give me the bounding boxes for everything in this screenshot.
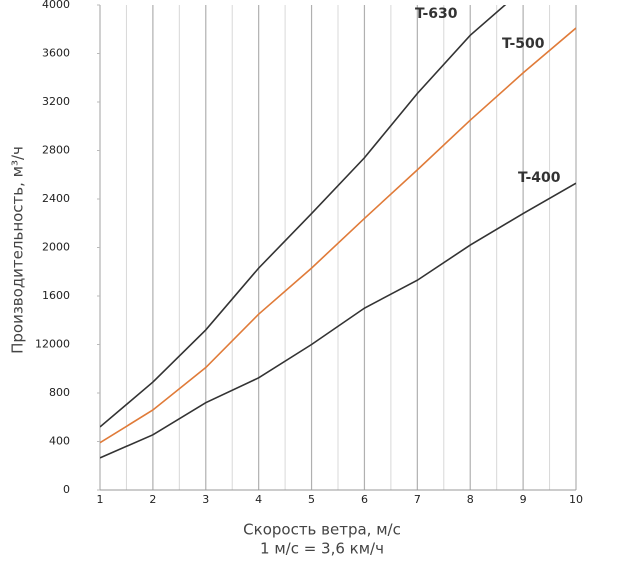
x-tick-label: 3 bbox=[202, 493, 209, 506]
y-tick-label: 2400 bbox=[42, 192, 70, 205]
x-axis-title: Скорость ветра, м/с bbox=[243, 521, 401, 539]
series-line bbox=[100, 5, 507, 428]
y-tick-label: 400 bbox=[49, 435, 70, 448]
x-tick-label: 5 bbox=[308, 493, 315, 506]
series-label: T-400 bbox=[518, 170, 561, 186]
y-tick-label: 2000 bbox=[42, 241, 70, 254]
series-label: T-630 bbox=[415, 6, 458, 22]
x-tick-label: 2 bbox=[149, 493, 156, 506]
x-tick-label: 10 bbox=[569, 493, 583, 506]
y-tick-label: 3600 bbox=[42, 47, 70, 60]
x-tick-label: 1 bbox=[97, 493, 104, 506]
series-line bbox=[100, 182, 576, 459]
x-tick-label: 4 bbox=[255, 493, 262, 506]
y-tick-label: 800 bbox=[49, 386, 70, 399]
x-tick-label: 7 bbox=[414, 493, 421, 506]
y-tick-label: 2800 bbox=[42, 144, 70, 157]
x-axis-subtitle: 1 м/с = 3,6 км/ч bbox=[260, 540, 384, 558]
y-tick-label: 0 bbox=[63, 483, 70, 496]
y-tick-label: 4000 bbox=[42, 0, 70, 11]
x-tick-label: 6 bbox=[361, 493, 368, 506]
series-label: T-500 bbox=[502, 36, 545, 52]
y-tick-label: 1600 bbox=[42, 289, 70, 302]
y-axis-title: Производительность, м³/ч bbox=[9, 146, 27, 354]
x-tick-label: 9 bbox=[520, 493, 527, 506]
y-tick-label: 12000 bbox=[35, 338, 70, 351]
x-tick-label: 8 bbox=[467, 493, 474, 506]
series-line bbox=[100, 27, 576, 444]
y-tick-label: 3200 bbox=[42, 95, 70, 108]
